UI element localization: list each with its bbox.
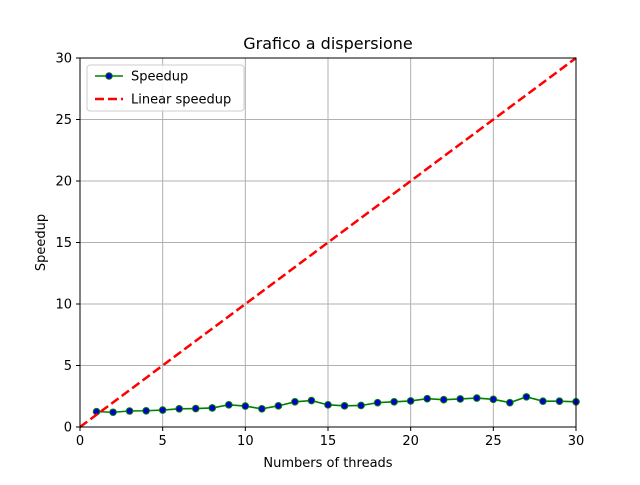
y-tick-label: 0 (64, 421, 72, 436)
speedup-point (506, 398, 514, 407)
speedup-point (208, 404, 217, 412)
speedup-point (109, 408, 117, 417)
speedup-point (258, 404, 266, 413)
x-tick-label: 25 (485, 434, 502, 449)
speedup-point (307, 396, 316, 405)
speedup-point (225, 401, 233, 409)
speedup-point (456, 395, 465, 403)
y-tick-label: 25 (55, 113, 72, 128)
y-tick-label: 10 (55, 298, 72, 313)
legend-label: Linear speedup (131, 93, 231, 108)
y-axis-ticks: 0 5 10 15 20 25 30 (55, 52, 80, 436)
x-tick-label: 10 (237, 434, 254, 449)
y-tick-label: 5 (64, 359, 72, 374)
y-axis-label: Speedup (34, 214, 49, 271)
x-axis-ticks: 0 5 10 15 20 25 30 (76, 427, 584, 449)
speedup-point (340, 402, 349, 410)
x-tick-label: 0 (76, 434, 84, 449)
chart-title: Grafico a dispersione (243, 34, 413, 53)
speedup-point (555, 397, 564, 405)
speedup-point (191, 404, 200, 413)
series-layer (79, 56, 580, 429)
speedup-point (539, 397, 547, 405)
x-axis-label: Numbers of threads (263, 456, 392, 471)
legend-marker-speedup (105, 72, 113, 80)
speedup-point (142, 406, 150, 415)
y-tick-label: 30 (55, 52, 72, 67)
speedup-point (390, 397, 398, 406)
y-tick-label: 15 (55, 236, 72, 251)
speedup-point (158, 406, 167, 414)
y-tick-label: 20 (55, 175, 72, 190)
legend: Speedup Linear speedup (86, 64, 245, 112)
speedup-point (324, 401, 332, 409)
speedup-point (241, 402, 250, 410)
speedup-point (522, 393, 531, 401)
x-tick-label: 20 (402, 434, 419, 449)
speedup-point (406, 397, 415, 405)
legend-box (86, 64, 245, 112)
x-tick-label: 30 (568, 434, 585, 449)
speedup-point (357, 401, 365, 410)
speedup-point (423, 394, 432, 403)
speedup-point (175, 404, 183, 413)
speedup-point (125, 407, 134, 415)
x-tick-label: 5 (159, 434, 167, 449)
speedup-point (274, 402, 283, 410)
legend-label: Speedup (131, 70, 188, 85)
speedup-point (489, 395, 498, 404)
speedup-point (373, 398, 382, 407)
linear-speedup-line (79, 56, 577, 429)
speedup-point (473, 394, 481, 402)
x-tick-label: 15 (320, 434, 337, 449)
speedup-point (439, 395, 448, 404)
speedup-point (291, 397, 299, 406)
